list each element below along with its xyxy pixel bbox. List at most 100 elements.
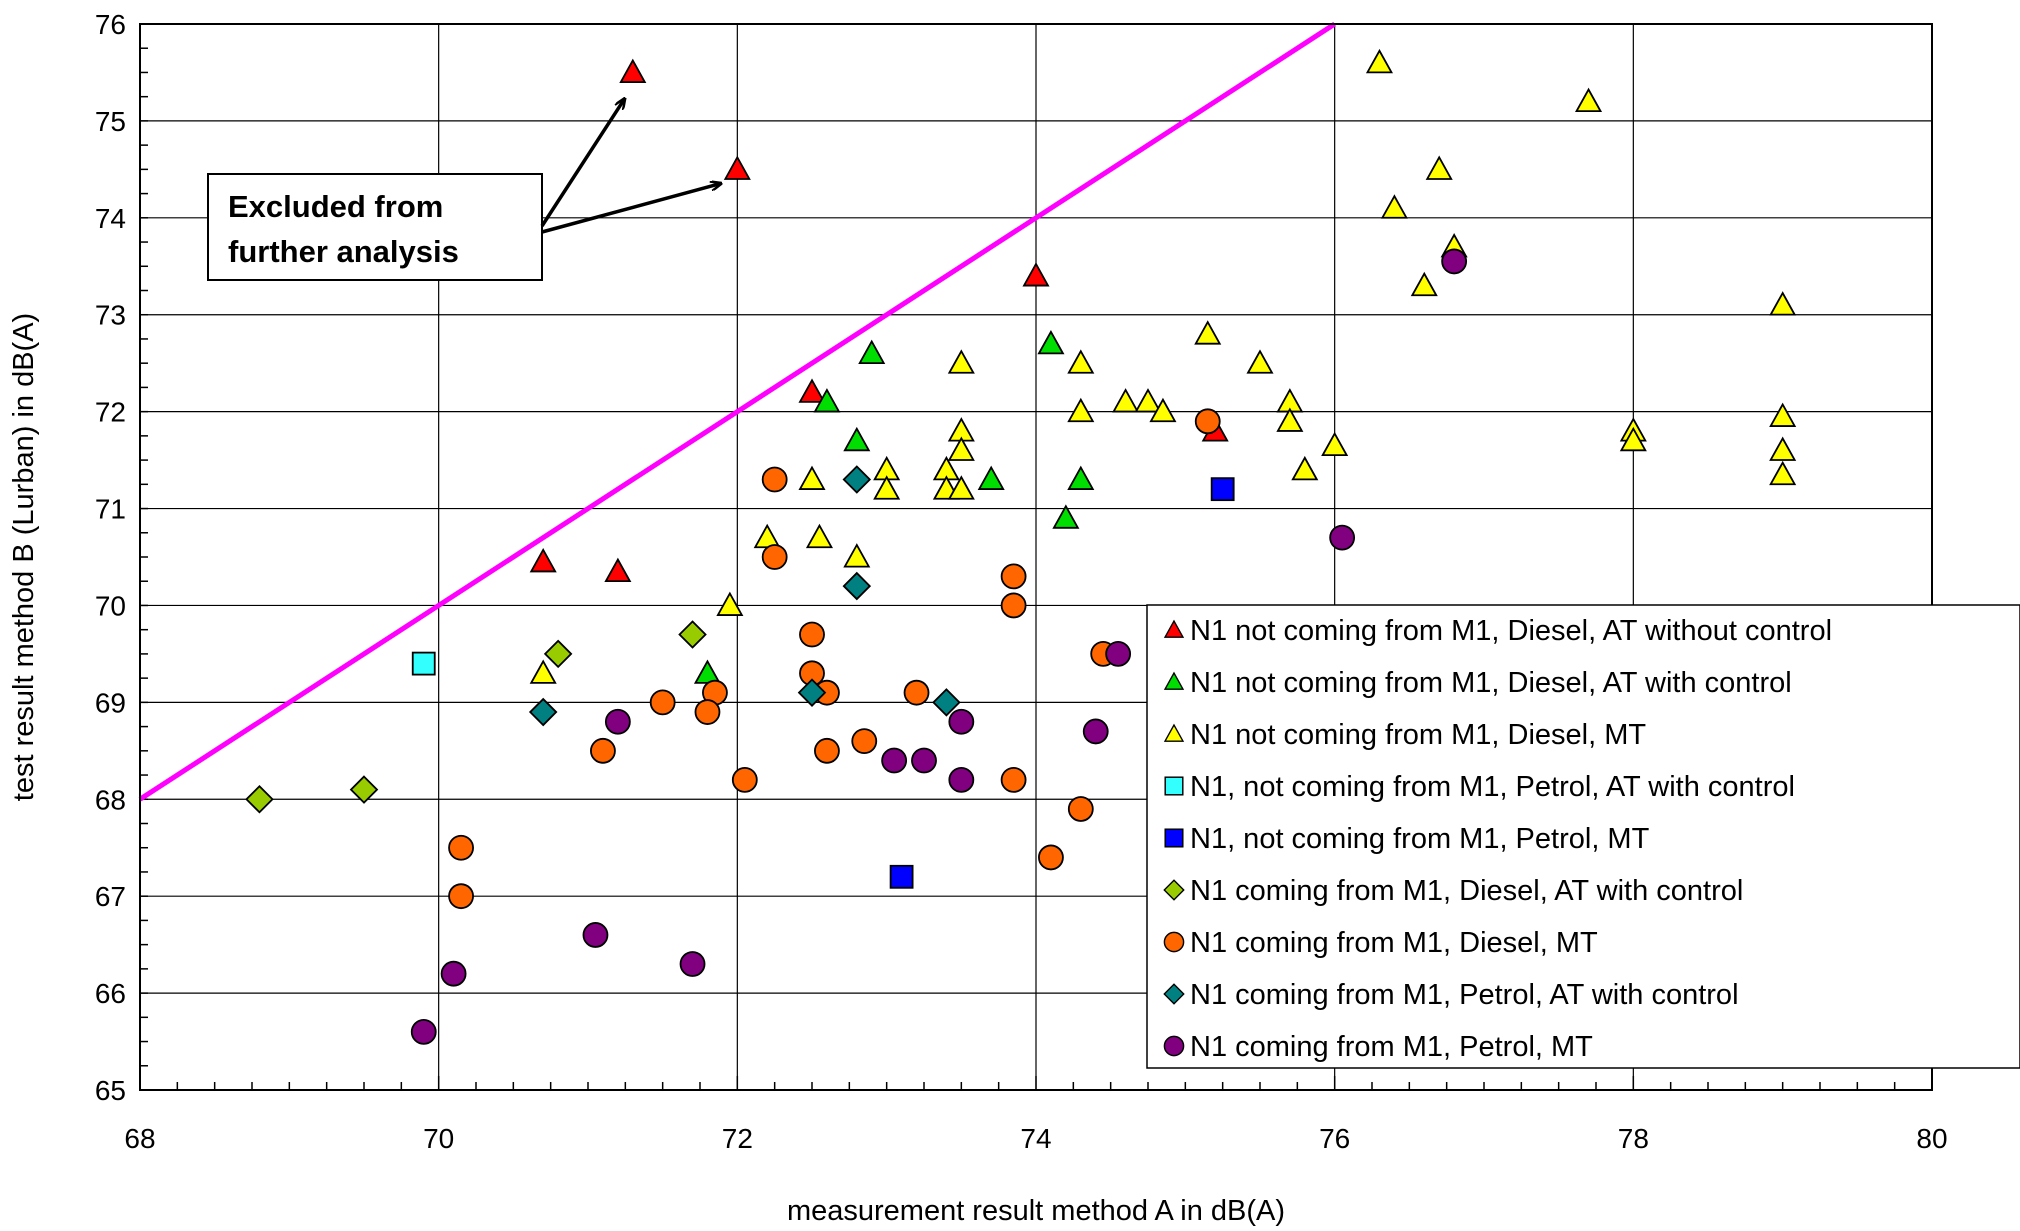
circle-data-point [1038, 844, 1064, 871]
legend-marker-square [1164, 776, 1184, 796]
triangle-data-point [947, 475, 975, 500]
triangle-data-point [1194, 320, 1222, 345]
legend-label: N1, not coming from M1, Petrol, MT [1190, 823, 1650, 855]
circle-data-point [1082, 718, 1109, 745]
y-tick-label: 68 [95, 784, 126, 815]
triangle-data-point [1067, 397, 1095, 423]
triangle-data-point [1619, 426, 1647, 452]
legend-item: N1 coming from M1, Diesel, AT with contr… [1163, 875, 1743, 907]
triangle-data-point [843, 426, 871, 452]
legend-label: N1 coming from M1, Petrol, AT with contr… [1190, 979, 1739, 1011]
diamond-data-point [842, 571, 872, 601]
triangle-data-point [529, 547, 557, 573]
triangle-data-point [1769, 291, 1797, 316]
circle-data-point [410, 1018, 437, 1045]
legend-item: N1 not coming from M1, Diesel, AT with c… [1163, 667, 1792, 699]
triangle-data-point [1410, 271, 1438, 297]
reference-line-layer [138, 21, 1337, 802]
triangle-data-point [1769, 402, 1797, 427]
legend-marker-triangle [1163, 619, 1185, 638]
triangle-data-point [619, 58, 647, 83]
y-tick-label: 75 [95, 106, 126, 137]
diamond-data-point [797, 678, 827, 707]
x-tick-label: 72 [722, 1123, 753, 1154]
circle-data-point [1329, 524, 1356, 551]
legend-item: N1 not coming from M1, Diesel, AT withou… [1163, 615, 1832, 647]
x-tick-label: 74 [1020, 1123, 1051, 1154]
legend-marker-triangle [1163, 671, 1185, 690]
square-data-point [411, 651, 436, 676]
triangle-data-point [1291, 455, 1319, 481]
annotation: Excluded from further analysis [207, 98, 721, 281]
triangle-data-point [1380, 194, 1408, 219]
legend-item: N1 coming from M1, Diesel, MT [1163, 927, 1598, 959]
y-tick-label: 71 [95, 494, 126, 525]
legend-label: N1, not coming from M1, Petrol, AT with … [1190, 771, 1795, 803]
circle-data-point [1194, 408, 1221, 435]
triangle-data-point [1134, 388, 1162, 413]
triangle-data-point [873, 475, 901, 500]
legend-marker-circle [1163, 1035, 1185, 1057]
triangle-data-point [1246, 349, 1274, 374]
diamond-data-point [932, 688, 961, 717]
diamond-data-point [349, 775, 379, 804]
legend-label: N1 coming from M1, Diesel, MT [1190, 927, 1598, 959]
circle-data-point [649, 689, 676, 716]
reference-line [138, 21, 1337, 802]
y-tick-label: 69 [95, 687, 126, 718]
legend-label: N1 not coming from M1, Diesel, AT withou… [1190, 615, 1832, 647]
annotation-line-2: further analysis [228, 234, 459, 269]
circle-data-point [731, 766, 758, 793]
legend: N1 not coming from M1, Diesel, AT withou… [1146, 604, 2020, 1069]
circle-data-point [903, 679, 930, 706]
legend-marker-diamond [1163, 879, 1185, 901]
triangle-data-point [1052, 504, 1080, 529]
triangle-data-point [798, 378, 826, 403]
circle-data-point [1441, 248, 1468, 275]
y-tick-label: 72 [95, 397, 126, 428]
x-tick-label: 76 [1319, 1123, 1350, 1154]
triangle-data-point [947, 436, 975, 461]
x-tick-label: 80 [1916, 1123, 1947, 1154]
plot-border [139, 23, 1933, 1091]
triangle-data-point [858, 339, 886, 364]
annotation-box [207, 173, 543, 281]
circle-data-point [590, 737, 616, 764]
x-axis-title: measurement result method A in dB(A) [787, 1195, 1285, 1227]
triangle-data-point [723, 155, 751, 180]
triangle-data-point [604, 557, 632, 583]
annotation-arrow [540, 98, 625, 227]
y-tick-labels: 65 66 67 68 69 70 71 72 73 74 75 76 [95, 9, 126, 1106]
triangle-data-point [798, 465, 826, 490]
triangle-data-point [1149, 397, 1177, 423]
diamond-data-point [528, 697, 558, 727]
circle-data-point [799, 621, 825, 648]
y-tick-label: 70 [95, 590, 126, 621]
circle-data-point [440, 960, 467, 987]
legend-label: N1 coming from M1, Diesel, AT with contr… [1190, 875, 1743, 907]
triangle-data-point [529, 659, 557, 684]
annotation-line-1: Excluded from [228, 189, 443, 224]
y-axis-title: test result method B (Lurban) in dB(A) [8, 313, 40, 801]
diamond-data-point [543, 639, 573, 669]
annotation-arrow [541, 183, 721, 234]
triangle-data-point [716, 591, 744, 616]
circle-data-point [881, 747, 908, 774]
triangle-data-point [1067, 349, 1095, 374]
triangle-data-point [1575, 87, 1603, 113]
circle-data-point [1105, 641, 1132, 667]
diamond-data-point [842, 465, 872, 494]
triangle-data-point [1425, 155, 1453, 180]
square-data-point [889, 864, 914, 889]
legend-box [1146, 604, 2020, 1069]
triangle-data-point [1112, 388, 1140, 413]
triangle-data-point [843, 543, 871, 568]
legend-marker-circle [1163, 931, 1185, 953]
y-tick-label: 66 [95, 978, 126, 1009]
circle-data-point [448, 834, 474, 861]
x-tick-label: 70 [423, 1123, 454, 1154]
y-tick-label: 67 [95, 881, 126, 912]
circle-data-point [814, 737, 840, 764]
data-points [245, 48, 1797, 1045]
